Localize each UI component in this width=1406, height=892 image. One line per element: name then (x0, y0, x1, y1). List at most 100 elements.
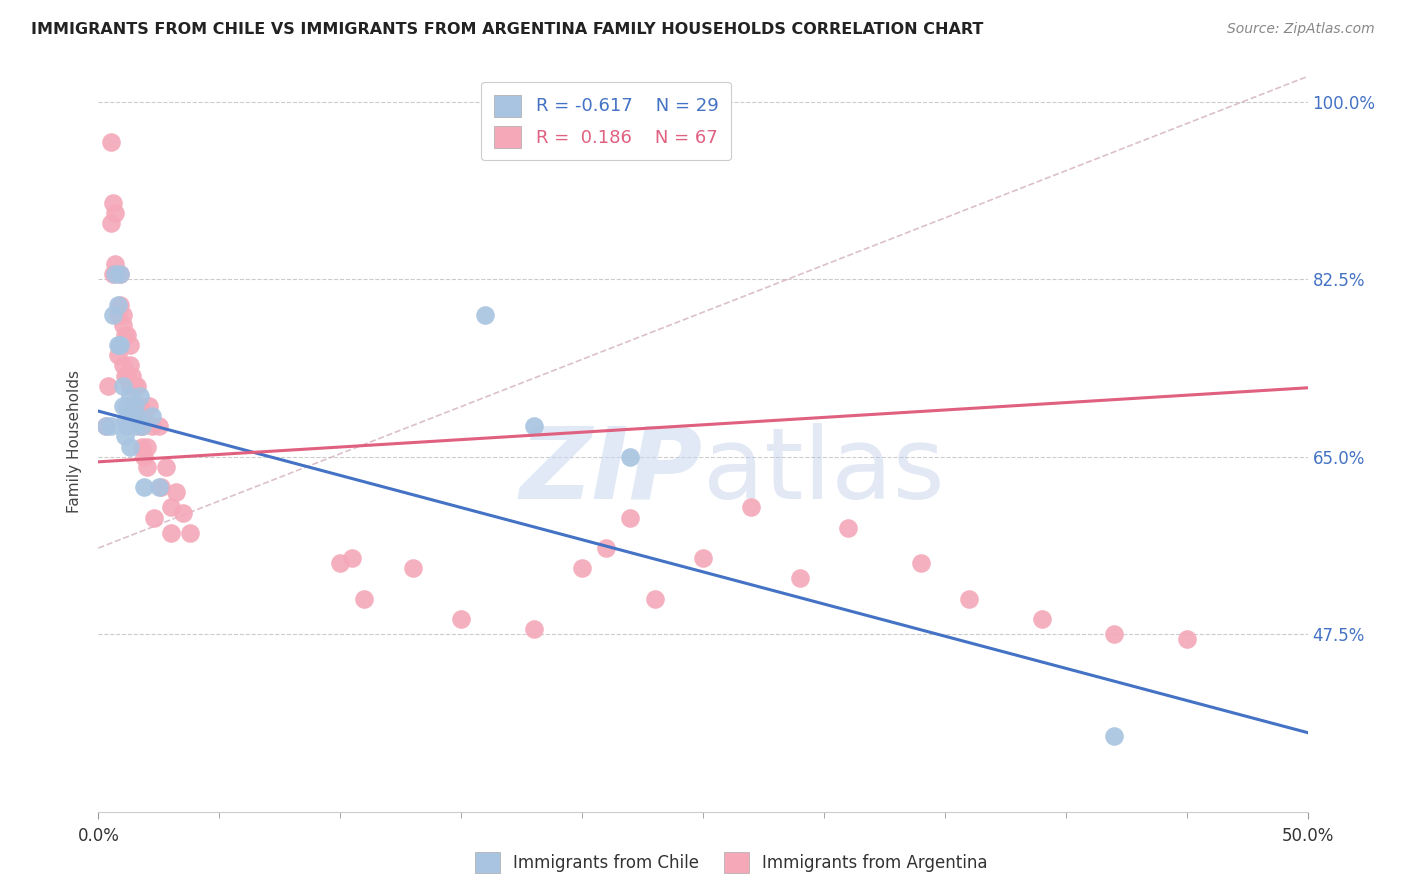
Point (148, 419, 170, 434)
Point (160, 525, 183, 540)
Point (111, 378, 134, 392)
Point (108, 338, 131, 352)
Point (402, 561, 425, 575)
Point (155, 459, 177, 474)
Point (124, 419, 146, 434)
Point (121, 399, 143, 413)
Point (118, 338, 141, 352)
Point (131, 419, 153, 434)
Point (108, 267, 131, 281)
Point (692, 551, 714, 566)
Point (121, 409, 143, 424)
Point (118, 359, 141, 373)
Point (114, 328, 136, 343)
Point (134, 480, 156, 494)
Point (117, 419, 139, 434)
Point (108, 267, 131, 281)
Point (128, 419, 150, 434)
Point (111, 318, 134, 332)
Point (523, 622, 546, 636)
Point (117, 328, 139, 343)
Point (128, 399, 150, 413)
Point (127, 378, 149, 392)
Point (353, 591, 375, 606)
Point (107, 338, 129, 352)
Point (131, 419, 153, 434)
Point (1031, 612, 1053, 626)
Point (138, 399, 160, 413)
Point (789, 571, 811, 585)
Point (107, 308, 129, 322)
Point (141, 409, 163, 424)
Point (121, 368, 143, 383)
Point (100, 136, 122, 150)
Legend: Immigrants from Chile, Immigrants from Argentina: Immigrants from Chile, Immigrants from A… (468, 846, 994, 880)
Point (124, 409, 146, 424)
Point (104, 257, 127, 271)
Point (957, 591, 980, 606)
Point (104, 267, 127, 281)
Point (114, 429, 136, 443)
Point (111, 399, 134, 413)
Point (100, 419, 122, 434)
Point (114, 368, 136, 383)
Y-axis label: Family Households: Family Households (67, 370, 83, 513)
Point (329, 556, 352, 570)
Point (644, 591, 666, 606)
Point (1102, 627, 1125, 641)
Point (94, 419, 117, 434)
Point (104, 206, 127, 220)
Point (111, 308, 134, 322)
Point (128, 389, 150, 403)
Point (474, 308, 496, 322)
Legend: R = -0.617    N = 29, R =  0.186    N = 67: R = -0.617 N = 29, R = 0.186 N = 67 (481, 82, 731, 161)
Point (131, 440, 153, 454)
Point (619, 510, 641, 524)
Point (117, 368, 139, 383)
Point (118, 378, 141, 392)
Point (450, 612, 472, 626)
Point (172, 506, 194, 520)
Point (910, 556, 932, 570)
Point (135, 440, 157, 454)
Point (179, 525, 201, 540)
Point (118, 389, 141, 403)
Point (1102, 729, 1125, 743)
Point (837, 521, 859, 535)
Point (165, 485, 187, 500)
Point (124, 378, 146, 392)
Point (523, 419, 546, 434)
Point (160, 500, 183, 515)
Text: IMMIGRANTS FROM CHILE VS IMMIGRANTS FROM ARGENTINA FAMILY HOUSEHOLDS CORRELATION: IMMIGRANTS FROM CHILE VS IMMIGRANTS FROM… (31, 22, 983, 37)
Point (94, 419, 117, 434)
Point (124, 399, 146, 413)
Point (740, 500, 762, 515)
Point (111, 359, 134, 373)
Point (134, 409, 156, 424)
Point (135, 459, 157, 474)
Point (595, 541, 617, 555)
Point (101, 196, 124, 211)
Point (141, 419, 163, 434)
Point (101, 267, 124, 281)
Point (619, 450, 641, 464)
Point (143, 510, 166, 524)
Point (97, 378, 120, 392)
Point (148, 480, 170, 494)
Point (114, 414, 136, 428)
Point (134, 450, 156, 464)
Point (107, 348, 129, 362)
Point (108, 298, 131, 312)
Text: atlas: atlas (703, 423, 945, 520)
Point (127, 399, 149, 413)
Point (342, 551, 364, 566)
Point (118, 440, 141, 454)
Point (107, 298, 129, 312)
Point (108, 338, 131, 352)
Point (127, 409, 149, 424)
Point (150, 480, 173, 494)
Point (101, 308, 124, 322)
Point (1175, 632, 1198, 647)
Point (117, 399, 139, 413)
Point (571, 561, 593, 575)
